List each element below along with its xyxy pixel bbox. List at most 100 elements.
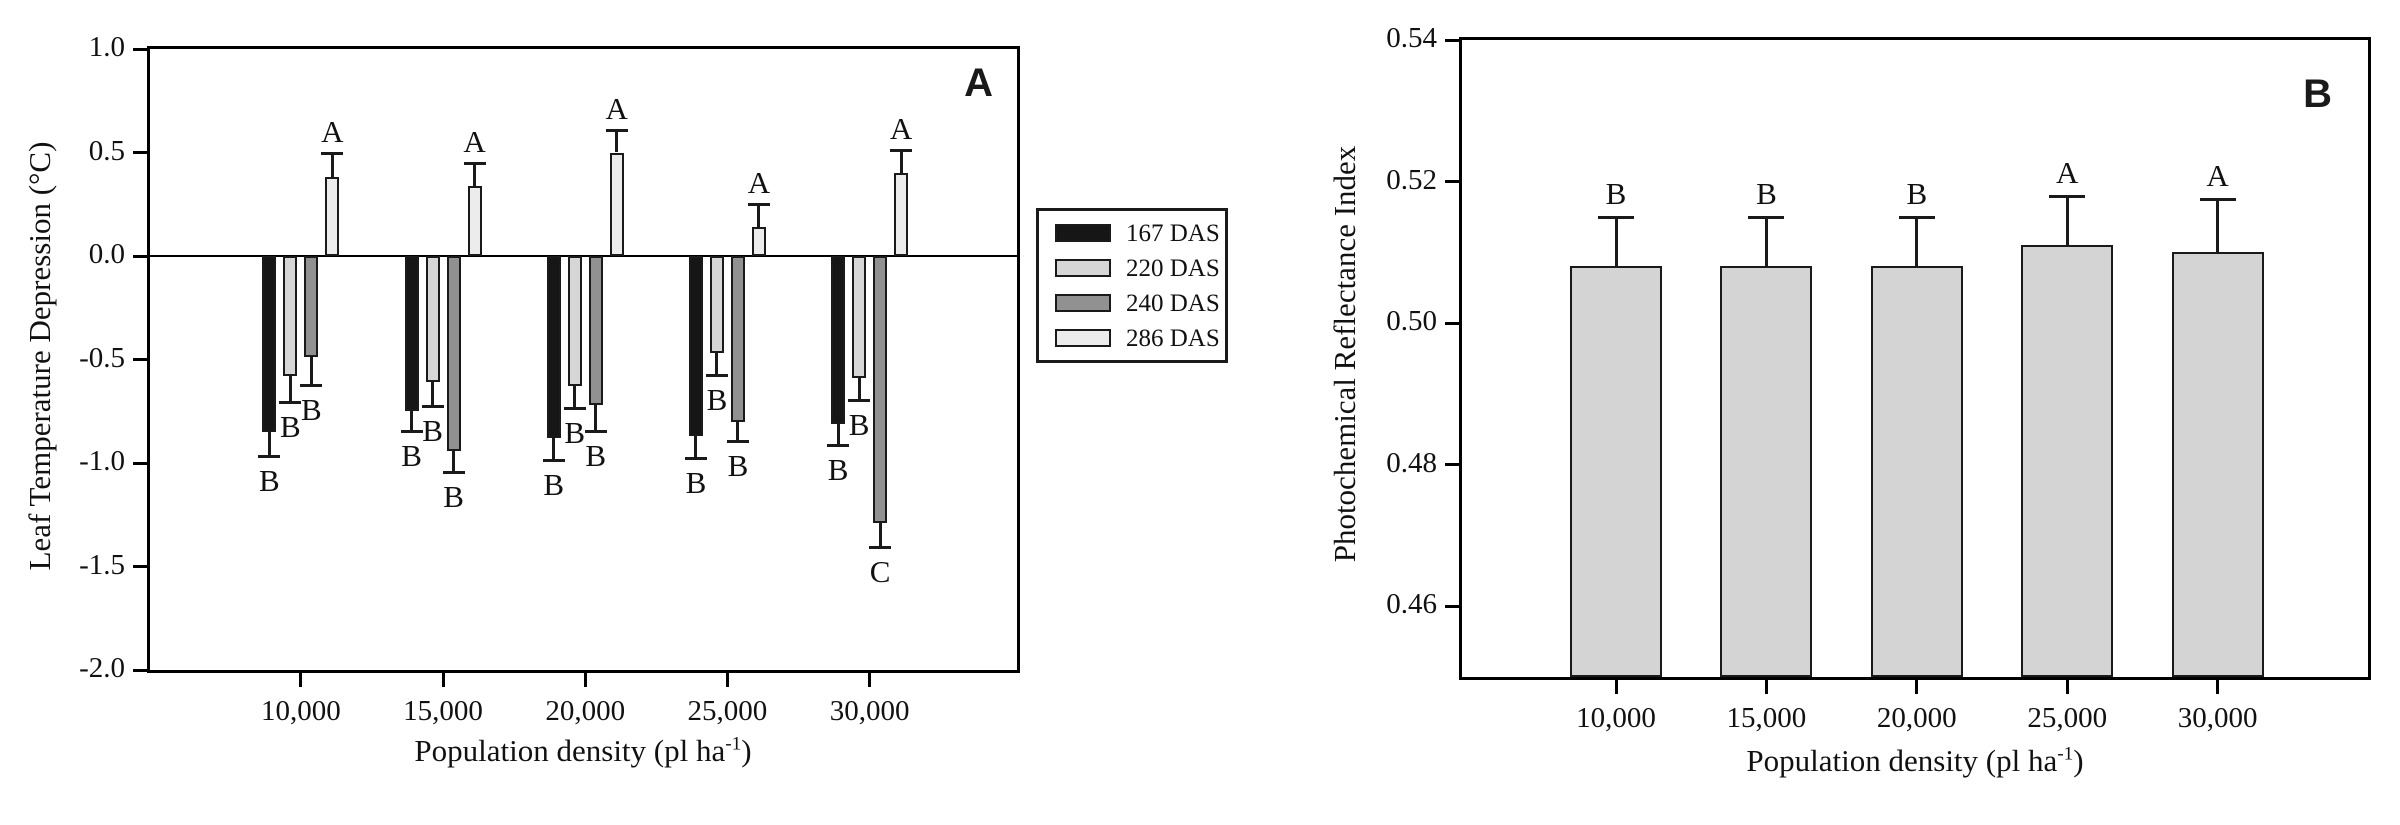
legend-item: 220 DAS bbox=[1055, 256, 1225, 281]
error-bar bbox=[1764, 216, 1768, 267]
error-bar bbox=[899, 150, 903, 174]
x-axis-title-b: Population density (pl ha-1) bbox=[1565, 743, 2265, 779]
error-bar-cap bbox=[542, 458, 565, 462]
bar bbox=[852, 256, 867, 379]
legend-swatch bbox=[1055, 329, 1111, 347]
bar bbox=[467, 185, 482, 256]
x-axis-title-b-close: ) bbox=[2073, 743, 2084, 778]
error-bar-cap bbox=[279, 400, 302, 404]
legend-item: 240 DAS bbox=[1055, 291, 1225, 316]
error-bar-cap bbox=[463, 161, 486, 165]
error-bar-cap bbox=[300, 384, 323, 388]
error-bar bbox=[267, 431, 271, 457]
error-bar bbox=[1915, 216, 1919, 267]
y-axis-tick bbox=[1445, 463, 1459, 467]
sig-letter: B bbox=[706, 382, 728, 418]
x-axis-title-b-text: Population density (pl ha bbox=[1746, 743, 2058, 778]
y-tick-label: 0.48 bbox=[1386, 446, 1437, 479]
y-axis-tick bbox=[1445, 321, 1459, 325]
legend-label: 167 DAS bbox=[1126, 219, 1220, 247]
bar bbox=[546, 256, 561, 439]
bar bbox=[425, 256, 440, 383]
bar bbox=[2171, 252, 2264, 677]
error-bar bbox=[473, 162, 477, 186]
x-axis-title-a: Population density (pl ha-1) bbox=[233, 733, 933, 769]
x-axis-tick bbox=[868, 673, 872, 687]
x-axis-title-a-close: ) bbox=[741, 733, 752, 768]
x-axis-tick bbox=[299, 673, 303, 687]
legend-swatch bbox=[1055, 224, 1111, 242]
bar bbox=[751, 227, 766, 256]
bar bbox=[2021, 245, 2114, 677]
y-tick-label: 0.52 bbox=[1386, 163, 1437, 196]
error-bar bbox=[736, 421, 740, 443]
sig-letter: B bbox=[1756, 175, 1777, 211]
bar bbox=[709, 256, 724, 354]
sig-letter: B bbox=[280, 408, 301, 444]
sig-letter: A bbox=[889, 111, 913, 147]
error-bar-cap bbox=[747, 203, 770, 207]
x-tick-label: 10,000 bbox=[1576, 702, 1656, 734]
error-bar bbox=[309, 357, 313, 387]
sig-letter: B bbox=[727, 448, 749, 484]
x-axis-title-a-text: Population density (pl ha bbox=[414, 733, 726, 768]
y-tick-label: 1.0 bbox=[88, 31, 125, 63]
error-bar bbox=[715, 353, 719, 377]
y-axis-tick bbox=[133, 358, 147, 361]
y-axis-title-b: Photochemical Reflectance Index bbox=[1327, 145, 1362, 563]
error-bar-cap bbox=[2199, 198, 2236, 202]
y-axis-tick bbox=[133, 151, 147, 154]
error-bar-cap bbox=[848, 398, 871, 402]
error-bar bbox=[836, 423, 840, 447]
legend-swatch bbox=[1055, 294, 1111, 312]
x-axis-tick bbox=[1614, 680, 1618, 694]
error-bar-cap bbox=[2049, 194, 2086, 198]
error-bar-cap bbox=[684, 456, 707, 460]
legend-swatch bbox=[1055, 259, 1111, 277]
bar bbox=[1720, 266, 1813, 677]
error-bar bbox=[288, 376, 292, 403]
x-tick-label: 30,000 bbox=[829, 695, 910, 727]
error-bar-cap bbox=[584, 429, 607, 433]
bar bbox=[283, 256, 298, 377]
legend-label: 240 DAS bbox=[1126, 289, 1220, 317]
legend-item: 286 DAS bbox=[1055, 326, 1225, 351]
bar bbox=[609, 152, 624, 256]
x-axis-tick bbox=[2216, 680, 2220, 694]
error-bar-cap bbox=[827, 444, 850, 448]
y-axis-title-a: Leaf Temperature Depression (°C) bbox=[22, 141, 57, 571]
x-tick-label: 15,000 bbox=[403, 695, 483, 727]
error-bar bbox=[694, 436, 698, 459]
y-axis-tick bbox=[133, 461, 147, 465]
bar bbox=[446, 256, 461, 451]
error-bar bbox=[552, 438, 556, 461]
error-bar bbox=[330, 152, 334, 178]
y-tick-label: -0.5 bbox=[79, 341, 125, 374]
x-axis-tick bbox=[2065, 680, 2069, 694]
bar bbox=[304, 256, 319, 358]
error-bar-cap bbox=[1898, 215, 1935, 219]
error-bar-cap bbox=[726, 440, 749, 444]
sig-letter: B bbox=[543, 466, 565, 502]
sig-letter: B bbox=[848, 406, 870, 442]
sig-letter: B bbox=[585, 437, 607, 473]
x-axis-tick bbox=[1764, 680, 1768, 694]
sig-letter: B bbox=[301, 392, 322, 428]
x-tick-label: 10,000 bbox=[260, 695, 341, 727]
error-bar-cap bbox=[869, 545, 892, 549]
sig-letter: A bbox=[2206, 158, 2229, 194]
sig-letter: B bbox=[1906, 175, 1928, 211]
y-tick-label: 0.46 bbox=[1386, 588, 1437, 621]
legend-item: 167 DAS bbox=[1055, 221, 1225, 246]
x-axis-title-a-exponent: -1 bbox=[725, 733, 742, 755]
error-bar bbox=[431, 382, 435, 408]
error-bar-cap bbox=[421, 405, 444, 409]
x-axis-tick bbox=[441, 673, 445, 687]
error-bar bbox=[757, 204, 761, 228]
bar bbox=[325, 177, 340, 256]
error-bar bbox=[452, 450, 456, 474]
plot-area-b: B 0.54 0.52 0.50 0.48 0.46 10,000 15,000 20,000… bbox=[1386, 22, 2371, 734]
legend-label: 220 DAS bbox=[1126, 254, 1220, 282]
error-bar bbox=[1614, 216, 1618, 267]
error-bar bbox=[615, 129, 619, 153]
